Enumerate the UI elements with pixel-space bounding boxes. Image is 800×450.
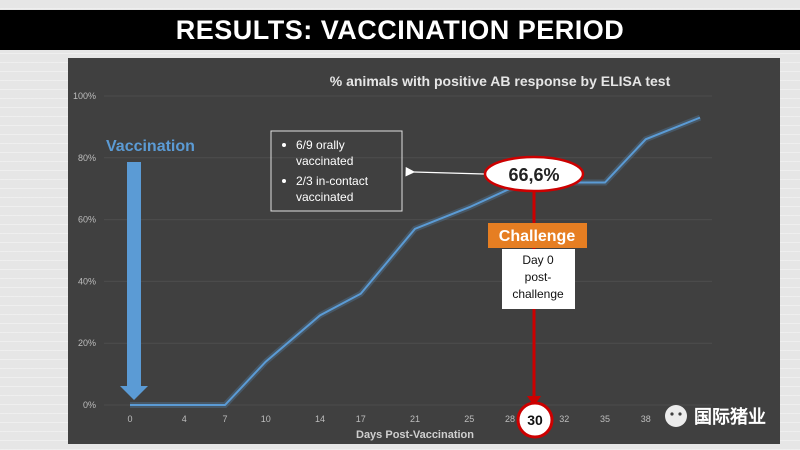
peak-pointer-arrow [405, 166, 485, 177]
wechat-icon [665, 405, 687, 427]
peak-ellipse [483, 155, 585, 193]
title-bar: RESULTS: VACCINATION PERIOD [0, 10, 800, 50]
x-axis-label: Days Post-Vaccination [356, 429, 474, 441]
highlight-day-label: 30 [527, 412, 543, 428]
info-bullet-1 [282, 143, 286, 147]
x-tick-label: 25 [464, 414, 474, 424]
peak-label: 66,6% [508, 165, 559, 185]
wechat-icon-eye-1 [670, 412, 674, 416]
x-tick-label: 42 [695, 414, 705, 424]
y-tick-label: 0% [83, 400, 96, 410]
challenge-note-line2: post- [525, 270, 552, 284]
y-axis-ticks: 0% 20% 40% 60% 80% 100% [73, 91, 96, 410]
x-tick-label: 35 [600, 414, 610, 424]
challenge-note-line3: challenge [512, 287, 564, 301]
y-tick-label: 20% [78, 338, 96, 348]
watermark: 国际猪业 [665, 405, 766, 428]
challenge-line-arrowhead [527, 396, 541, 406]
info-box [270, 130, 403, 212]
series-line [130, 116, 701, 406]
x-tick-label: 7 [222, 414, 227, 424]
info-item-1: 6/9 orally vaccinated [296, 138, 353, 168]
vaccination-label: Vaccination [106, 138, 195, 155]
x-tick-label: 10 [261, 414, 271, 424]
challenge-note-box [502, 249, 575, 309]
grid-layer [104, 95, 712, 406]
highlight-day-circle [516, 401, 554, 439]
challenge-label: Challenge [499, 228, 576, 245]
x-tick-label: 4 [182, 414, 187, 424]
x-tick-label: 32 [559, 414, 569, 424]
x-tick-label: 28 [505, 414, 515, 424]
challenge-note-line1: Day 0 [522, 253, 554, 267]
y-tick-label: 80% [78, 153, 96, 163]
wechat-icon-eye-2 [678, 412, 682, 416]
vaccination-arrow-head [120, 386, 148, 400]
y-tick-label: 60% [78, 215, 96, 225]
series-layer [130, 114, 702, 408]
vaccination-arrow-shaft [127, 162, 141, 388]
chart-title: % animals with positive AB response by E… [330, 73, 671, 89]
challenge-box [488, 223, 587, 248]
chart-panel [68, 58, 780, 444]
x-axis-ticks: 0 4 7 10 14 17 21 25 28 32 35 38 42 [127, 414, 705, 424]
info-item-2: 2/3 in-contact vaccinated [296, 174, 369, 204]
y-tick-label: 100% [73, 91, 96, 101]
x-tick-label: 17 [356, 414, 366, 424]
x-tick-label: 38 [641, 414, 651, 424]
x-tick-label: 14 [315, 414, 325, 424]
info-bullet-2 [282, 179, 286, 183]
watermark-text: 国际猪业 [694, 406, 766, 428]
series-line-glow [130, 114, 702, 408]
x-tick-label: 0 [127, 414, 132, 424]
slide-title: RESULTS: VACCINATION PERIOD [175, 14, 625, 45]
y-tick-label: 40% [78, 276, 96, 286]
x-tick-label: 21 [410, 414, 420, 424]
